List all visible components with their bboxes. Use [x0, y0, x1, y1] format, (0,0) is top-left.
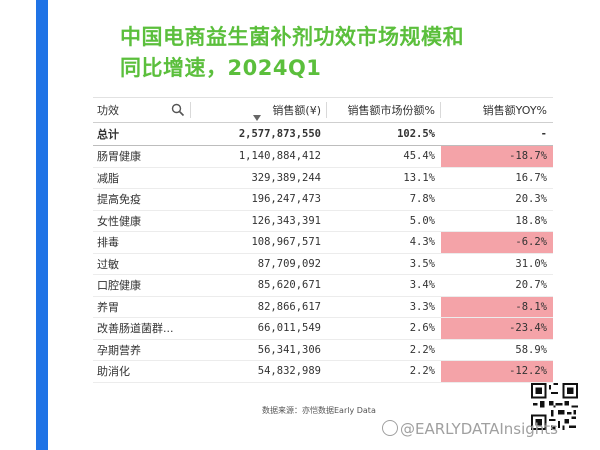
table-row[interactable]: 减脂 329,389,244 13.1% 16.7%: [93, 167, 553, 189]
row-share-cell: 13.1%: [327, 167, 441, 189]
row-share-cell: 2.6%: [327, 317, 441, 340]
row-name-cell: 过敏: [93, 253, 191, 275]
table-row[interactable]: 孕期营养 56,341,306 2.2% 58.9%: [93, 339, 553, 361]
row-name-cell: 提高免疫: [93, 188, 191, 211]
row-share-cell: 3.4%: [327, 274, 441, 297]
row-sales-cell: 196,247,473: [191, 188, 327, 211]
table-row[interactable]: 排毒 108,967,571 4.3% -6.2%: [93, 231, 553, 254]
row-sales-cell: 126,343,391: [191, 210, 327, 232]
row-share-cell: 45.4%: [327, 145, 441, 168]
row-name-cell: 女性健康: [93, 210, 191, 232]
row-yoy-cell: -23.4%: [441, 317, 553, 340]
watermark-icon: [382, 420, 398, 436]
row-name-cell: 改善肠道菌群...: [93, 317, 191, 340]
row-yoy-cell: -8.1%: [441, 296, 553, 318]
accent-side-bar: [36, 0, 48, 450]
row-sales-cell: 329,389,244: [191, 167, 327, 189]
total-yoy: -: [441, 122, 553, 146]
table-row[interactable]: 女性健康 126,343,391 5.0% 18.8%: [93, 210, 553, 232]
header-sales-label: 销售额(¥): [272, 104, 321, 117]
row-yoy-cell: -6.2%: [441, 231, 553, 254]
row-name-cell: 减脂: [93, 167, 191, 189]
table-row[interactable]: 过敏 87,709,092 3.5% 31.0%: [93, 253, 553, 275]
row-yoy-cell: 58.9%: [441, 339, 553, 361]
table-row[interactable]: 改善肠道菌群... 66,011,549 2.6% -23.4%: [93, 317, 553, 340]
table-total-row: 总计 2,577,873,550 102.5% -: [93, 122, 553, 146]
header-function-label: 功效: [97, 104, 119, 117]
row-sales-cell: 85,620,671: [191, 274, 327, 297]
row-sales-cell: 108,967,571: [191, 231, 327, 254]
row-sales-cell: 87,709,092: [191, 253, 327, 275]
table-row[interactable]: 口腔健康 85,620,671 3.4% 20.7%: [93, 274, 553, 297]
total-share: 102.5%: [327, 122, 441, 146]
total-name: 总计: [93, 122, 191, 146]
row-yoy-cell: 31.0%: [441, 253, 553, 275]
row-share-cell: 5.0%: [327, 210, 441, 232]
row-yoy-cell: 16.7%: [441, 167, 553, 189]
table-header-row: 功效 销售额(¥) 销售额市场份额%: [93, 98, 553, 123]
row-yoy-cell: -18.7%: [441, 145, 553, 168]
data-table-container: 功效 销售额(¥) 销售额市场份额%: [93, 97, 553, 383]
header-function[interactable]: 功效: [93, 98, 191, 123]
row-yoy-cell: 20.7%: [441, 274, 553, 297]
header-share[interactable]: 销售额市场份额%: [327, 98, 441, 123]
header-share-label: 销售额市场份额%: [347, 104, 435, 117]
sort-descending-icon[interactable]: [253, 115, 261, 121]
header-yoy-label: 销售额YOY%: [482, 104, 547, 117]
table-row[interactable]: 提高免疫 196,247,473 7.8% 20.3%: [93, 188, 553, 211]
page-title: 中国电商益生菌补剂功效市场规模和 同比增速，2024Q1: [120, 22, 540, 84]
total-sales: 2,577,873,550: [191, 122, 327, 146]
row-sales-cell: 56,341,306: [191, 339, 327, 361]
data-table: 功效 销售额(¥) 销售额市场份额%: [93, 98, 553, 383]
watermark-text: @EARLYDATAInsights: [400, 420, 558, 438]
header-sales[interactable]: 销售额(¥): [191, 98, 327, 123]
row-yoy-cell: -12.2%: [441, 360, 553, 383]
table-row[interactable]: 助消化 54,832,989 2.2% -12.2%: [93, 360, 553, 383]
qr-code-icon: [531, 383, 578, 430]
row-sales-cell: 1,140,884,412: [191, 145, 327, 168]
row-name-cell: 排毒: [93, 231, 191, 254]
row-yoy-cell: 18.8%: [441, 210, 553, 232]
row-share-cell: 4.3%: [327, 231, 441, 254]
row-sales-cell: 82,866,617: [191, 296, 327, 318]
title-line-2: 同比增速，2024Q1: [120, 56, 322, 80]
table-row[interactable]: 肠胃健康 1,140,884,412 45.4% -18.7%: [93, 145, 553, 168]
row-name-cell: 口腔健康: [93, 274, 191, 297]
row-share-cell: 2.2%: [327, 339, 441, 361]
row-name-cell: 孕期营养: [93, 339, 191, 361]
table-row[interactable]: 养胃 82,866,617 3.3% -8.1%: [93, 296, 553, 318]
data-source-note: 数据来源：亦恺数据Early Data: [262, 406, 376, 415]
row-share-cell: 2.2%: [327, 360, 441, 383]
header-yoy[interactable]: 销售额YOY%: [441, 98, 553, 123]
row-share-cell: 3.3%: [327, 296, 441, 318]
row-share-cell: 7.8%: [327, 188, 441, 211]
row-yoy-cell: 20.3%: [441, 188, 553, 211]
row-name-cell: 助消化: [93, 360, 191, 383]
row-share-cell: 3.5%: [327, 253, 441, 275]
row-sales-cell: 54,832,989: [191, 360, 327, 383]
row-sales-cell: 66,011,549: [191, 317, 327, 340]
search-icon[interactable]: [171, 103, 185, 117]
watermark: @EARLYDATAInsights: [382, 420, 558, 438]
row-name-cell: 肠胃健康: [93, 145, 191, 168]
row-name-cell: 养胃: [93, 296, 191, 318]
title-line-1: 中国电商益生菌补剂功效市场规模和: [120, 25, 464, 49]
